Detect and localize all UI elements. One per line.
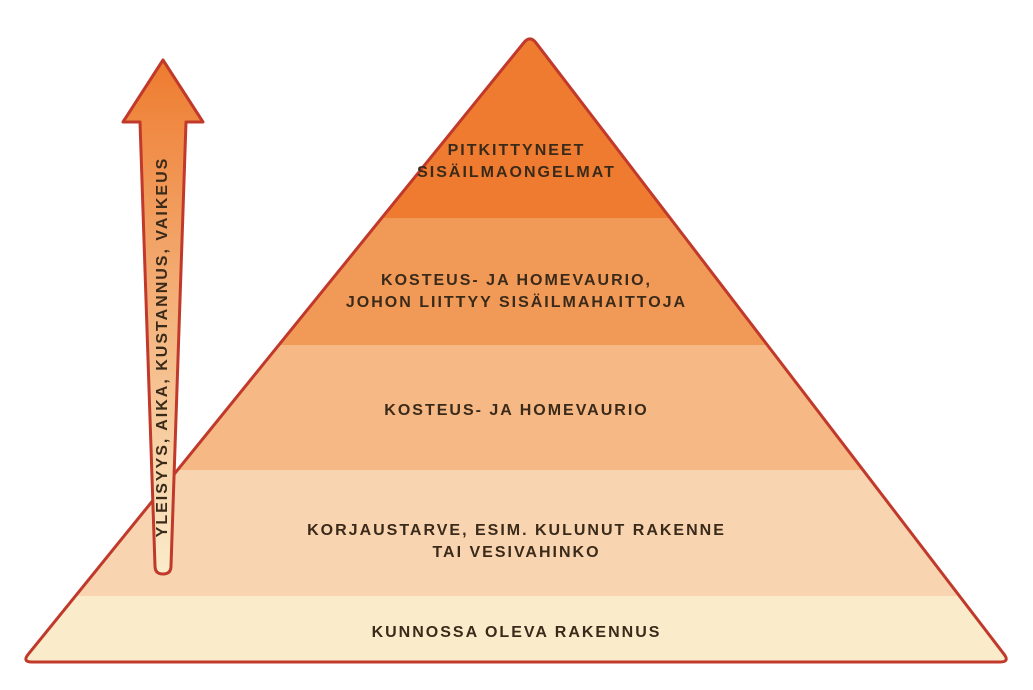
arrow-label: YLEISYYS, AIKA, KUSTANNUS, VAIKEUS — [154, 147, 172, 547]
pyramid-diagram: { "diagram": { "type": "infographic", "w… — [0, 0, 1033, 690]
pyramid-label-level-1-base: KUNNOSSA OLEVA RAKENNUS — [0, 622, 1033, 644]
